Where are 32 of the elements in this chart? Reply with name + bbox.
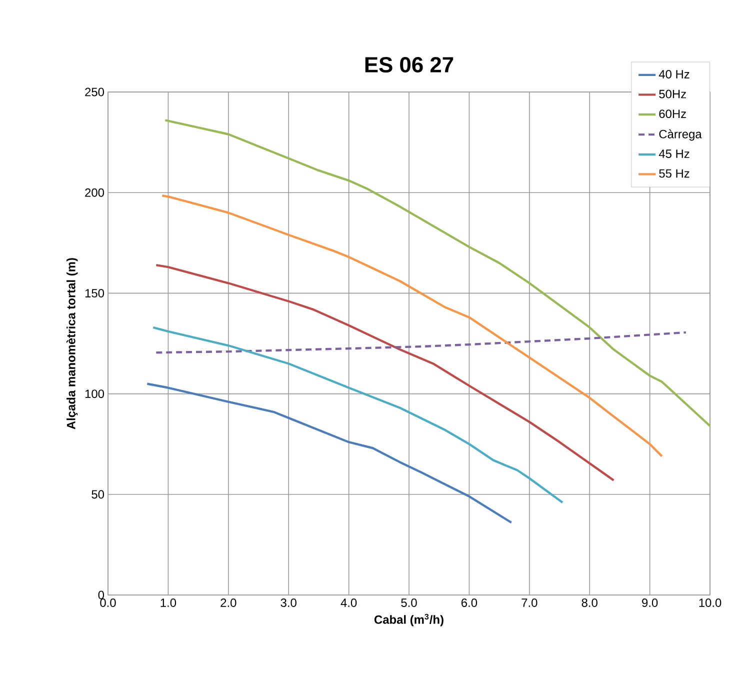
x-tick-label: 6.0 — [462, 598, 478, 607]
x-tick-label: 1.0 — [160, 598, 176, 607]
line-series — [164, 119, 710, 428]
x-tick-label: 10.0 — [699, 598, 722, 607]
y-tick-label: 0 — [98, 590, 104, 600]
line-series — [155, 331, 688, 354]
legend-label: Càrrega — [659, 129, 702, 141]
x-tick-label: 9.0 — [642, 598, 658, 607]
line-series — [152, 326, 564, 504]
legend-label: 50Hz — [659, 90, 686, 98]
chart-title: ES 06 27 — [365, 56, 454, 73]
legend-label: 45 Hz — [658, 150, 690, 158]
legend-label: 55 Hz — [659, 169, 690, 178]
line-series — [161, 194, 663, 458]
legend-label: 40 Hz — [658, 70, 690, 78]
x-tick-label: 2.0 — [220, 598, 236, 607]
y-tick-label: 100 — [85, 390, 104, 398]
x-tick-label: 5.0 — [401, 598, 417, 607]
x-axis-title: Cabal (m$^{3}$/h) — [374, 614, 444, 626]
y-tick-label: 200 — [85, 188, 104, 197]
y-tick-label: 150 — [85, 288, 104, 298]
line-series — [155, 264, 615, 482]
x-tick-label: 4.0 — [340, 598, 357, 607]
legend-label: 60Hz — [659, 110, 686, 118]
y-tick-label: 250 — [85, 88, 104, 96]
line-series — [146, 382, 512, 524]
x-tick-label: 8.0 — [582, 598, 598, 607]
y-axis-title: Alçada manomètrica tortal (m) — [66, 258, 78, 430]
x-tick-label: 7.0 — [522, 598, 538, 607]
x-tick-label: 0.0 — [100, 598, 116, 607]
y-tick-label: 50 — [92, 490, 104, 499]
x-tick-label: 3.0 — [280, 598, 296, 607]
